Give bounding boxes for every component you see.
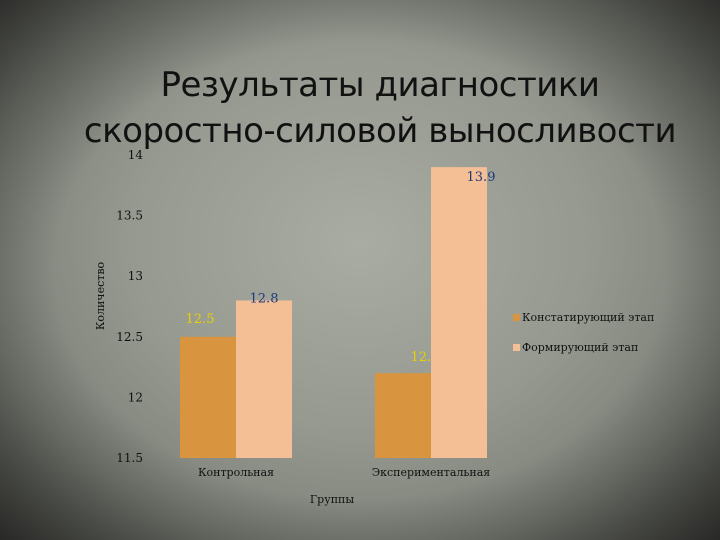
y-tick-label: 11.5 bbox=[116, 451, 143, 465]
x-category-label: Экспериментальная bbox=[372, 466, 491, 479]
bar-data-label: 12.5 bbox=[186, 312, 215, 327]
y-axis-title: Количество bbox=[94, 261, 107, 330]
legend-swatch bbox=[513, 314, 520, 321]
y-tick-label: 13.5 bbox=[116, 209, 143, 223]
y-tick-label: 12 bbox=[128, 390, 143, 404]
x-axis-title: Группы bbox=[310, 493, 354, 506]
bar-data-label: 13.9 bbox=[467, 170, 496, 185]
legend-label: Констатирующий этап bbox=[522, 311, 654, 324]
x-category-label: Контрольная bbox=[198, 466, 274, 479]
y-tick-label: 12.5 bbox=[116, 330, 143, 344]
slide-title-line1: Результаты диагностики bbox=[160, 65, 600, 105]
legend-label: Формирующий этап bbox=[522, 341, 638, 354]
bar-stage1-control bbox=[180, 336, 236, 458]
bar-stage2-control bbox=[236, 300, 292, 458]
bar-stage1-experimental bbox=[375, 373, 431, 458]
y-tick-label: 13 bbox=[128, 269, 143, 283]
y-tick-label: 14 bbox=[128, 148, 144, 162]
bar-data-label: 12.8 bbox=[250, 291, 279, 306]
slide-title-line2: скоростно-силовой выносливости bbox=[83, 111, 677, 151]
slide-title: Результаты диагностики скоростно-силовой… bbox=[60, 62, 700, 154]
legend-swatch bbox=[513, 344, 520, 351]
bar-stage2-experimental bbox=[431, 167, 487, 458]
